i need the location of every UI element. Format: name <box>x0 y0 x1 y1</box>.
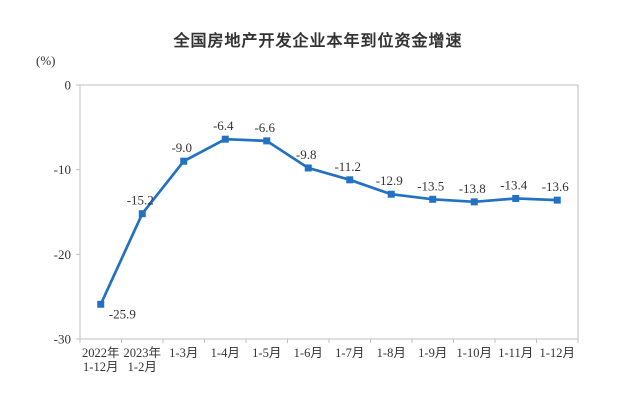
data-point-label: -12.9 <box>376 173 403 188</box>
data-point-label: -6.6 <box>254 120 275 135</box>
series-line <box>99 137 559 306</box>
x-axis-label: 1-8月 <box>377 346 406 360</box>
x-axis-label: 1-5月 <box>252 346 281 360</box>
x-axis-label: 1-7月 <box>335 346 364 360</box>
data-point-marker <box>429 195 437 203</box>
data-point-label: -13.8 <box>459 181 486 196</box>
x-axis-label: 1-2月 <box>128 360 157 374</box>
plot-area-border <box>79 84 579 340</box>
x-axis-label: 1-9月 <box>418 346 447 360</box>
data-point-label: -9.0 <box>171 140 192 155</box>
x-axis-label: 1-10月 <box>457 346 492 360</box>
chart-title: 全国房地产开发企业本年到位资金增速 <box>173 33 463 50</box>
data-point-marker <box>138 210 146 218</box>
data-point-label: -13.6 <box>542 179 570 194</box>
x-axis-label: 1-12月 <box>83 360 118 374</box>
data-point-label: -13.5 <box>417 178 444 193</box>
data-point-label: -15.2 <box>127 193 154 208</box>
data-point-marker <box>553 196 561 204</box>
data-point-marker <box>346 176 354 184</box>
y-axis-tick-label: -10 <box>54 162 71 177</box>
x-axis-label: 1-4月 <box>211 346 240 360</box>
data-point-marker <box>512 194 520 202</box>
x-axis-label: 2022年 <box>82 346 120 360</box>
data-point-marker <box>304 164 312 172</box>
data-point-marker <box>97 300 105 308</box>
data-point-marker <box>387 190 395 198</box>
data-point-label: -13.4 <box>500 177 528 192</box>
y-axis-unit-label: (%) <box>36 53 56 68</box>
x-axis-label: 1-6月 <box>294 346 323 360</box>
data-point-label: -6.4 <box>213 118 234 133</box>
y-axis-tick-label: -20 <box>54 247 71 262</box>
x-axis-label: 1-11月 <box>498 346 533 360</box>
data-point-marker <box>180 157 188 165</box>
data-point-label: -11.2 <box>334 159 361 174</box>
x-axis-label: 2023年 <box>123 346 161 360</box>
y-axis-tick-label: -30 <box>54 332 71 347</box>
data-point-marker <box>470 198 478 206</box>
data-point-label: -9.8 <box>296 147 317 162</box>
data-point-marker <box>221 135 229 143</box>
x-axis-label: 1-3月 <box>169 346 198 360</box>
x-axis-label: 1-12月 <box>540 346 575 360</box>
data-point-label: -25.9 <box>109 306 136 321</box>
data-point-marker <box>263 137 271 145</box>
y-axis-tick-label: 0 <box>65 78 72 93</box>
